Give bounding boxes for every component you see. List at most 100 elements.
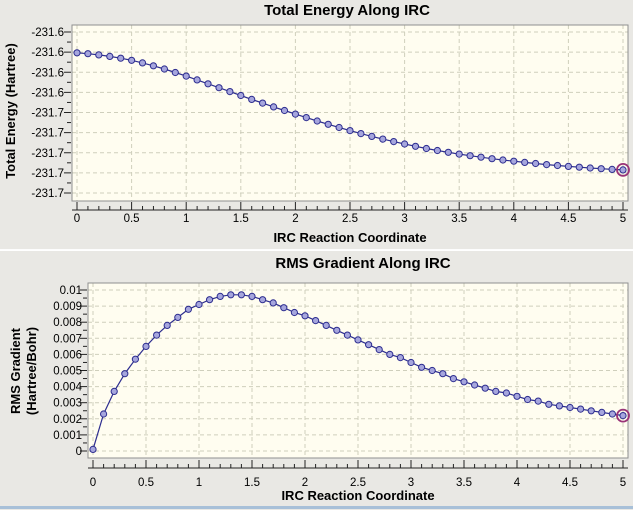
data-point-marker[interactable] — [597, 165, 605, 173]
data-point-marker[interactable] — [444, 148, 452, 156]
data-point-marker[interactable] — [100, 410, 108, 418]
data-point-marker[interactable] — [248, 292, 256, 301]
data-point-marker[interactable] — [418, 363, 426, 371]
data-point-marker[interactable] — [204, 80, 212, 88]
data-point-marker[interactable] — [142, 342, 150, 351]
data-point-marker[interactable] — [566, 403, 574, 412]
data-point-marker[interactable] — [106, 52, 114, 61]
data-point-marker[interactable] — [386, 350, 394, 359]
data-point-marker[interactable] — [365, 341, 373, 349]
data-point-marker[interactable] — [174, 313, 182, 322]
data-point-marker[interactable] — [269, 299, 277, 307]
data-point-marker[interactable] — [513, 392, 521, 400]
data-point-marker[interactable] — [619, 166, 627, 174]
data-point-marker[interactable] — [553, 161, 562, 170]
data-point-marker[interactable] — [492, 387, 500, 395]
data-point-marker[interactable] — [117, 54, 125, 62]
data-point-marker[interactable] — [95, 51, 103, 59]
data-point-marker[interactable] — [291, 110, 299, 118]
data-point-marker[interactable] — [502, 389, 510, 397]
data-point-marker[interactable] — [555, 402, 564, 410]
data-points[interactable] — [73, 49, 627, 174]
data-point-marker[interactable] — [301, 312, 309, 320]
data-point-marker[interactable] — [163, 321, 171, 330]
data-point-marker[interactable] — [587, 407, 595, 415]
data-point-marker[interactable] — [428, 366, 436, 375]
data-point-marker[interactable] — [121, 370, 129, 378]
data-point-marker[interactable] — [455, 150, 463, 158]
data-point-marker[interactable] — [195, 300, 203, 309]
data-point-marker[interactable] — [193, 76, 201, 84]
data-point-marker[interactable] — [138, 59, 147, 67]
selected-point-ring[interactable] — [616, 408, 630, 423]
data-point-marker[interactable] — [411, 142, 420, 150]
data-point-marker[interactable] — [545, 400, 553, 408]
data-point-marker[interactable] — [481, 384, 489, 392]
data-point-marker[interactable] — [333, 326, 341, 334]
data-point-marker[interactable] — [608, 165, 616, 173]
data-point-marker[interactable] — [89, 445, 97, 453]
data-point-marker[interactable] — [543, 161, 551, 169]
data-point-marker[interactable] — [160, 65, 168, 73]
data-point-marker[interactable] — [586, 164, 594, 172]
data-point-marker[interactable] — [149, 62, 157, 70]
data-point-marker[interactable] — [460, 378, 468, 386]
data-point-marker[interactable] — [302, 114, 310, 122]
data-point-marker[interactable] — [439, 370, 447, 378]
data-point-marker[interactable] — [477, 153, 485, 161]
data-point-marker[interactable] — [216, 292, 224, 301]
data-point-marker[interactable] — [357, 130, 365, 138]
data-point-marker[interactable] — [206, 296, 214, 304]
data-point-marker[interactable] — [499, 156, 507, 164]
data-point-marker[interactable] — [379, 135, 387, 143]
data-point-marker[interactable] — [131, 355, 139, 363]
data-point-marker[interactable] — [422, 144, 430, 153]
data-point-marker[interactable] — [368, 132, 376, 140]
data-point-marker[interactable] — [449, 375, 457, 383]
data-point-marker[interactable] — [312, 317, 320, 325]
data-point-marker[interactable] — [524, 395, 532, 404]
data-point-marker[interactable] — [128, 56, 136, 64]
data-point-marker[interactable] — [280, 304, 288, 312]
data-point-marker[interactable] — [171, 68, 179, 77]
data-point-marker[interactable] — [184, 305, 192, 313]
data-point-marker[interactable] — [598, 408, 606, 416]
selected-point-ring[interactable] — [616, 162, 630, 177]
data-point-marker[interactable] — [390, 138, 398, 146]
data-point-marker[interactable] — [575, 163, 583, 171]
data-point-marker[interactable] — [488, 155, 496, 163]
data-point-marker[interactable] — [521, 158, 529, 166]
data-point-marker[interactable] — [248, 95, 256, 104]
data-point-marker[interactable] — [259, 99, 267, 107]
data-point-marker[interactable] — [471, 381, 479, 389]
data-point-marker[interactable] — [433, 146, 441, 155]
data-points[interactable] — [89, 291, 627, 453]
data-point-marker[interactable] — [280, 106, 289, 115]
data-point-marker[interactable] — [510, 157, 518, 165]
data-point-marker[interactable] — [619, 412, 627, 420]
data-point-marker[interactable] — [237, 291, 245, 299]
data-point-marker[interactable] — [259, 296, 267, 304]
data-point-marker[interactable] — [215, 84, 223, 92]
data-point-marker[interactable] — [313, 117, 321, 125]
data-point-marker[interactable] — [226, 88, 234, 96]
data-point-marker[interactable] — [577, 405, 585, 413]
data-point-marker[interactable] — [324, 120, 332, 128]
data-point-marker[interactable] — [322, 321, 330, 330]
data-point-marker[interactable] — [407, 358, 415, 367]
data-point-marker[interactable] — [290, 308, 298, 317]
data-point-marker[interactable] — [182, 72, 190, 80]
data-point-marker[interactable] — [343, 331, 351, 339]
data-point-marker[interactable] — [375, 346, 383, 354]
data-point-marker[interactable] — [534, 397, 542, 405]
data-point-marker[interactable] — [564, 162, 573, 170]
data-point-marker[interactable] — [608, 410, 617, 418]
data-point-marker[interactable] — [110, 387, 118, 395]
data-point-marker[interactable] — [396, 354, 404, 362]
data-point-marker[interactable] — [346, 127, 354, 135]
data-point-marker[interactable] — [227, 291, 235, 299]
data-point-marker[interactable] — [153, 331, 161, 339]
data-point-marker[interactable] — [270, 103, 278, 111]
data-point-marker[interactable] — [73, 49, 81, 57]
data-point-marker[interactable] — [401, 140, 409, 148]
